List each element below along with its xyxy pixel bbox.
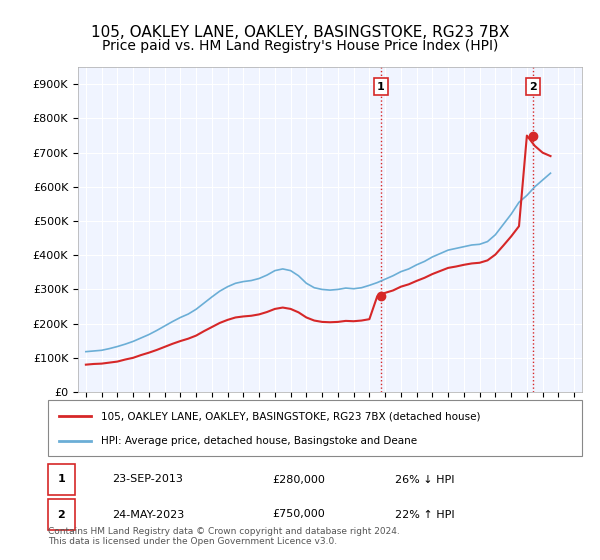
Text: HPI: Average price, detached house, Basingstoke and Deane: HPI: Average price, detached house, Basi… — [101, 436, 418, 446]
Text: 26% ↓ HPI: 26% ↓ HPI — [395, 474, 455, 484]
Text: 24-MAY-2023: 24-MAY-2023 — [112, 510, 184, 520]
Text: Price paid vs. HM Land Registry's House Price Index (HPI): Price paid vs. HM Land Registry's House … — [102, 39, 498, 53]
Text: 23-SEP-2013: 23-SEP-2013 — [112, 474, 183, 484]
Text: £750,000: £750,000 — [272, 510, 325, 520]
Text: 1: 1 — [58, 474, 65, 484]
Text: Contains HM Land Registry data © Crown copyright and database right 2024.
This d: Contains HM Land Registry data © Crown c… — [48, 526, 400, 546]
FancyBboxPatch shape — [48, 400, 582, 456]
Text: 22% ↑ HPI: 22% ↑ HPI — [395, 510, 455, 520]
FancyBboxPatch shape — [48, 499, 75, 530]
Text: 105, OAKLEY LANE, OAKLEY, BASINGSTOKE, RG23 7BX (detached house): 105, OAKLEY LANE, OAKLEY, BASINGSTOKE, R… — [101, 411, 481, 421]
FancyBboxPatch shape — [48, 464, 75, 495]
Text: 1: 1 — [377, 82, 385, 92]
Text: 2: 2 — [529, 82, 537, 92]
Text: £280,000: £280,000 — [272, 474, 325, 484]
Text: 105, OAKLEY LANE, OAKLEY, BASINGSTOKE, RG23 7BX: 105, OAKLEY LANE, OAKLEY, BASINGSTOKE, R… — [91, 25, 509, 40]
Text: 2: 2 — [58, 510, 65, 520]
